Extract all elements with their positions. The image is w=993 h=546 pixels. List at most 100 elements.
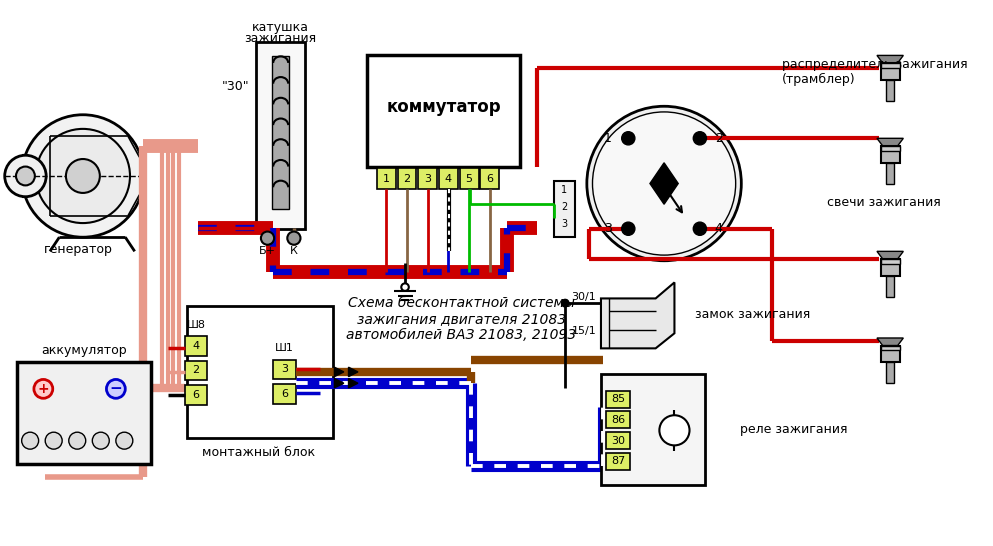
Text: 3: 3 [604,222,612,235]
Circle shape [106,379,125,398]
Circle shape [622,222,635,235]
Bar [273,360,296,379]
Text: 2: 2 [561,202,567,212]
Text: 6: 6 [487,174,494,184]
Text: 2: 2 [403,174,410,184]
Text: монтажный блок: монтажный блок [203,447,316,459]
Text: 6: 6 [193,389,200,400]
Polygon shape [335,367,344,377]
Bar [881,346,900,363]
Bar [881,63,900,80]
Circle shape [116,432,133,449]
Bar [606,391,631,408]
Polygon shape [335,378,344,388]
Text: замок зажигания: замок зажигания [695,308,810,321]
Circle shape [5,155,46,197]
Bar [881,63,900,68]
Circle shape [92,432,109,449]
Text: 4: 4 [193,341,200,351]
Bar [481,169,499,189]
Circle shape [622,132,635,145]
Text: 15/1: 15/1 [572,327,596,336]
Bar [187,306,333,438]
Bar [881,146,900,151]
Circle shape [659,416,689,446]
Bar [554,181,575,237]
Text: генератор: генератор [44,243,112,256]
Text: −: − [109,381,122,396]
Bar [606,432,631,449]
Text: 4: 4 [715,222,723,235]
Text: "30": "30" [221,80,249,93]
Circle shape [36,129,130,223]
Text: аккумулятор: аккумулятор [41,344,127,357]
Circle shape [693,222,706,235]
Circle shape [561,299,569,307]
Bar [367,55,520,167]
Text: Б+: Б+ [259,246,276,256]
Circle shape [401,283,409,291]
Bar [185,336,208,356]
Bar [376,169,395,189]
Bar [273,384,296,404]
Bar [439,169,458,189]
Text: 85: 85 [611,394,625,404]
Circle shape [22,432,39,449]
Text: 4: 4 [445,174,452,184]
Bar [887,163,894,183]
Bar [881,346,900,350]
Text: 1: 1 [604,132,612,145]
Text: 1: 1 [561,185,567,195]
Polygon shape [877,55,904,63]
Circle shape [693,132,706,145]
Polygon shape [601,282,674,348]
Text: распределитель зажигания: распределитель зажигания [781,58,967,72]
Circle shape [587,106,742,261]
Text: 3: 3 [281,364,288,374]
Text: 3: 3 [424,174,431,184]
Bar [185,385,208,405]
Text: 30: 30 [611,436,625,446]
Text: 86: 86 [611,415,625,425]
Polygon shape [349,378,357,388]
Text: 87: 87 [611,456,625,466]
Bar [272,56,289,209]
Text: 5: 5 [466,174,473,184]
Polygon shape [877,338,904,346]
Polygon shape [349,367,357,377]
Bar [881,146,900,163]
Text: 2: 2 [715,132,723,145]
Bar [887,363,894,383]
Text: Ш1: Ш1 [275,343,294,353]
Circle shape [593,112,736,255]
Polygon shape [877,251,904,259]
Bar [881,259,900,276]
Circle shape [66,159,100,193]
Bar [601,374,705,485]
Text: зажигания: зажигания [244,32,317,45]
Bar [397,169,416,189]
Bar [881,259,900,264]
Bar [887,80,894,100]
Bar [606,412,631,429]
Text: реле зажигания: реле зажигания [741,423,848,436]
Text: 1: 1 [382,174,389,184]
Text: Схема бесконтактной системы
зажигания двигателя 21083
автомобилей ВАЗ 21083, 210: Схема бесконтактной системы зажигания дв… [347,296,577,342]
Bar [418,169,437,189]
Text: 2: 2 [193,365,200,375]
Bar [887,276,894,296]
Circle shape [287,232,301,245]
Polygon shape [650,163,678,204]
Text: 3: 3 [561,219,567,229]
Text: свечи зажигания: свечи зажигания [827,196,940,209]
Bar [185,360,208,381]
Circle shape [69,432,85,449]
Circle shape [22,115,144,237]
Circle shape [261,232,274,245]
Text: +: + [38,382,49,396]
Bar [606,453,631,470]
Text: коммутатор: коммутатор [386,98,501,116]
Bar [460,169,479,189]
Circle shape [16,167,35,186]
Text: К: К [290,246,298,256]
